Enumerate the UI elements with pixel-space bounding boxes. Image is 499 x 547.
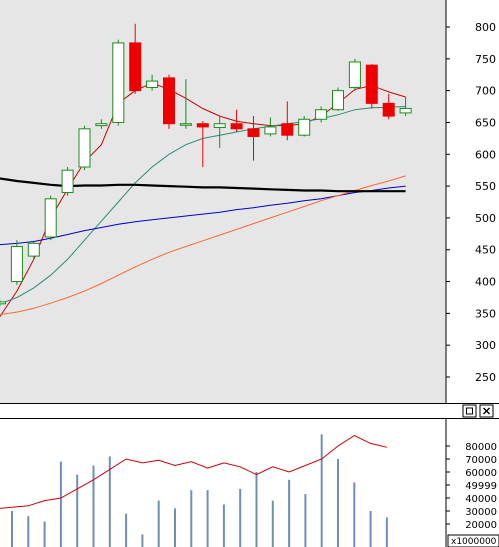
price-tick-label: 650 [475, 116, 496, 129]
candle [264, 117, 277, 137]
volume-tick-label: 70000 [465, 455, 497, 466]
volume-bar [43, 521, 46, 547]
volume-bar [320, 434, 323, 547]
candle [61, 167, 74, 196]
volume-multiplier-box [447, 534, 499, 547]
candle [348, 58, 361, 91]
volume-pane-header [0, 404, 499, 418]
price-tick-label: 500 [475, 212, 496, 225]
price-tick-label: 800 [475, 21, 496, 34]
volume-tick-label: 80000 [465, 442, 497, 453]
volume-bar [59, 461, 62, 547]
candle [281, 101, 294, 141]
candle [78, 125, 91, 171]
volume-bars [11, 434, 388, 547]
price-tick-label: 350 [475, 307, 496, 320]
volume-bar [239, 488, 242, 547]
candle [332, 87, 344, 111]
candle [298, 116, 311, 137]
candle [382, 93, 395, 120]
close-button[interactable] [479, 404, 494, 418]
volume-bar [353, 482, 356, 547]
volume-bar [92, 465, 95, 547]
price-tick-label: 750 [475, 53, 496, 66]
candle [399, 97, 412, 117]
volume-bar [125, 513, 128, 547]
ma-line-4 [0, 175, 406, 316]
candle [146, 74, 159, 91]
candle [247, 116, 260, 161]
volume-tick-label: 60000 [465, 468, 497, 479]
candle [95, 119, 108, 129]
candle [129, 23, 142, 94]
volume-bar [369, 511, 372, 547]
volume-bar [174, 508, 176, 547]
volume-bar [141, 534, 144, 547]
volume-multiplier-label: x1000000 [451, 537, 497, 547]
candle [44, 195, 57, 241]
volume-tick-label: 30000 [465, 507, 497, 518]
candle [179, 79, 192, 129]
candle [196, 121, 209, 167]
volume-bar [76, 474, 79, 547]
maximize-button[interactable] [462, 404, 477, 418]
candle [10, 240, 23, 285]
price-tick-label: 700 [475, 85, 496, 98]
volume-tick-label: 49999 [465, 481, 497, 492]
price-axis-ticks: 800 750 700 650 600 550 500 450 400 350 300 250 [446, 21, 496, 384]
candle [213, 116, 226, 148]
volume-average-line [0, 435, 388, 509]
candle [163, 74, 175, 129]
volume-bar [108, 456, 111, 547]
volume-bar [385, 517, 388, 547]
candle [0, 300, 6, 306]
price-tick-label: 400 [475, 276, 496, 289]
price-tick-label: 550 [475, 180, 496, 193]
volume-bar [206, 490, 209, 547]
volume-bar [288, 479, 291, 547]
price-plot-area [0, 0, 446, 403]
volume-bar [190, 490, 193, 547]
volume-average-polyline [0, 435, 388, 509]
volume-bar [304, 494, 307, 547]
candle [230, 109, 243, 132]
volume-bar [271, 500, 274, 547]
volume-bar [337, 459, 339, 547]
volume-tick-label: 40000 [465, 494, 497, 505]
volume-bar [11, 511, 13, 547]
close-icon [483, 407, 490, 415]
price-tick-label: 250 [475, 371, 496, 384]
price-tick-label: 300 [475, 339, 496, 352]
volume-bar [157, 500, 160, 547]
price-tick-label: 450 [475, 244, 496, 257]
price-tick-label: 600 [475, 148, 496, 161]
volume-bar [255, 472, 258, 547]
candle [112, 39, 125, 126]
candle [365, 63, 378, 109]
candle [315, 106, 328, 123]
volume-axis-ticks: 80000 70000 60000 49999 40000 30000 20000 [446, 442, 497, 531]
candle [27, 242, 40, 260]
volume-tick-label: 20000 [465, 520, 497, 531]
volume-bar [222, 504, 225, 547]
candlesticks [0, 23, 412, 306]
volume-bar [27, 516, 30, 547]
maximize-icon [466, 407, 473, 415]
